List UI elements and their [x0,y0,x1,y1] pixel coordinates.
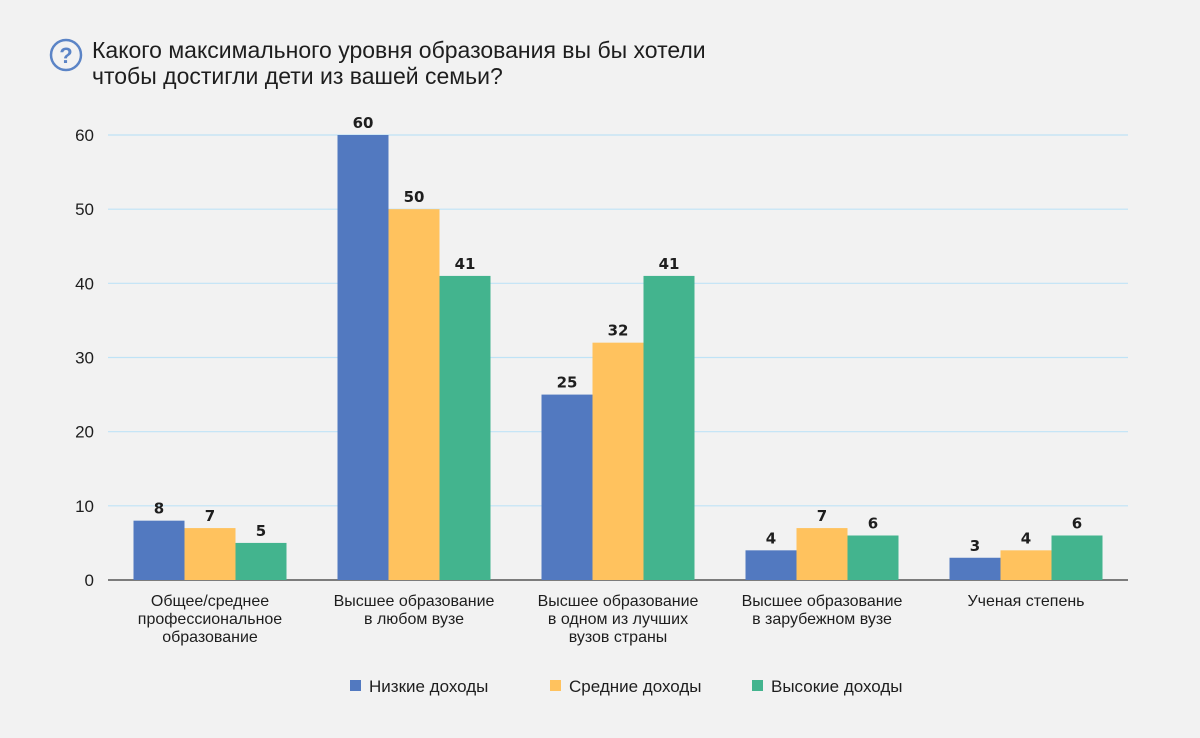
bar [592,342,644,580]
data-label: 41 [659,255,680,273]
category-label: вузов страны [569,629,668,646]
category-label: Общее/среднее [151,593,269,610]
y-tick-label: 30 [75,349,94,368]
bar [388,209,440,580]
data-label: 6 [868,515,878,533]
y-tick-label: 20 [75,423,94,442]
gridlines [108,134,1128,581]
category-label: в зарубежном вузе [752,611,892,628]
data-label: 25 [557,374,578,392]
legend-swatch [550,680,561,691]
bar [1000,550,1052,580]
bar [439,275,491,580]
data-label: 60 [353,114,374,132]
bar [133,520,185,580]
category-label: в одном из лучших [548,611,688,628]
y-axis-ticks: 0 10 20 30 40 50 60 [75,126,94,590]
category-label: Ученая степень [967,593,1084,610]
bar [541,394,593,580]
legend: Низкие доходы Средние доходы Высокие доход… [350,677,903,696]
chart-title-line-2: чтобы достигли дети из вашей семьи? [92,63,503,89]
chart-title-line-1: Какого максимального уровня образования … [92,37,706,63]
category-label: в любом вузе [364,611,464,628]
legend-label: Низкие доходы [369,677,488,696]
category-label: Высшее образование [742,593,903,610]
data-label: 8 [154,500,164,518]
y-tick-label: 0 [85,571,94,590]
category-labels: Общее/среднеепрофессиональноеобразование… [138,593,1085,646]
bar [796,528,848,580]
bar [1051,535,1103,580]
bars [133,135,1103,580]
bar [949,557,1001,580]
bar [643,275,695,580]
bar [847,535,899,580]
data-label: 5 [256,522,266,540]
category-label: Высшее образование [334,593,495,610]
data-label: 32 [608,322,629,340]
category-label: Высшее образование [538,593,699,610]
y-tick-label: 40 [75,274,94,293]
bar [235,542,287,580]
y-tick-label: 60 [75,126,94,145]
bar [337,135,389,580]
category-label: образование [162,629,258,646]
data-label: 4 [1021,529,1031,547]
bar [184,528,236,580]
y-tick-label: 10 [75,497,94,516]
data-label: 7 [817,507,827,525]
legend-swatch [752,680,763,691]
question-glyph: ? [59,43,72,68]
y-tick-label: 50 [75,200,94,219]
data-label: 4 [766,529,776,547]
data-label: 7 [205,507,215,525]
data-label: 6 [1072,515,1082,533]
category-label: профессиональное [138,611,283,628]
question-icon-group: ? [49,38,83,72]
question-circle-icon [49,38,83,72]
data-label: 41 [455,255,476,273]
bar [745,550,797,580]
data-label: 3 [970,537,980,555]
legend-swatch [350,680,361,691]
data-label: 50 [404,188,425,206]
legend-label: Средние доходы [569,677,702,696]
legend-label: Высокие доходы [771,677,903,696]
data-labels: 8 7 5 60 50 41 25 32 41 4 7 6 3 4 6 [154,114,1082,555]
